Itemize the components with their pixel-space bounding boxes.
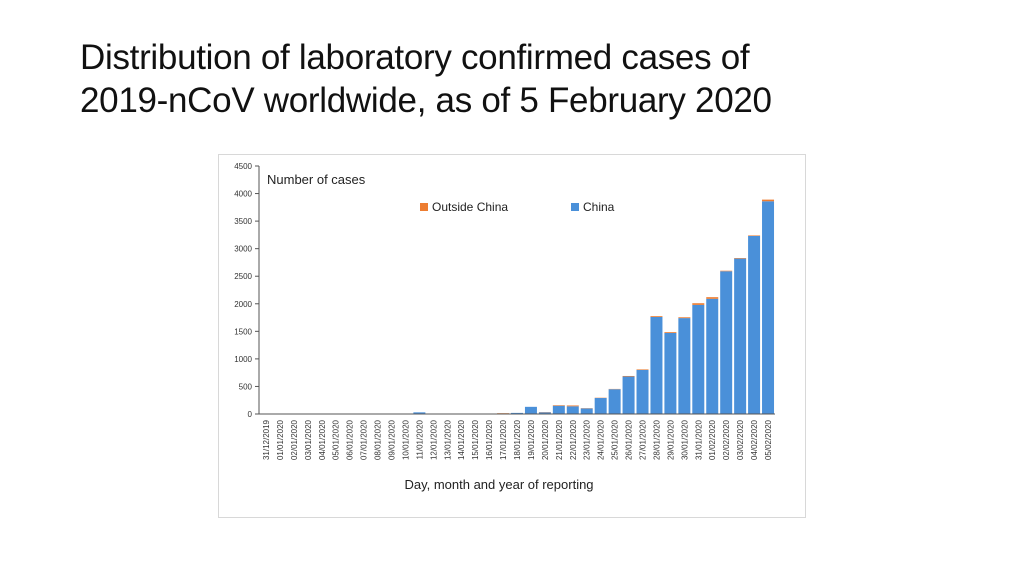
chart-frame: 0 500 1000 1500 2000 2500 3000 3500 4000 4500 31/… <box>218 154 806 518</box>
y-tick-label: 3000 <box>234 245 252 254</box>
bar-china <box>552 405 565 414</box>
y-axis-title: Number of cases <box>267 172 366 187</box>
x-tick-label: 28/01/2020 <box>652 419 661 460</box>
bar-china <box>511 412 523 414</box>
bar-china <box>678 318 691 414</box>
legend: Outside China China <box>420 200 615 214</box>
y-tick-label: 500 <box>239 382 253 391</box>
y-tick-label: 4500 <box>234 162 252 171</box>
x-tick-label: 03/02/2020 <box>736 419 745 460</box>
x-tick-label: 05/01/2020 <box>332 419 341 460</box>
x-tick-label: 11/01/2020 <box>415 419 424 459</box>
bar-china <box>566 406 579 414</box>
x-axis-title: Day, month and year of reporting <box>404 477 593 492</box>
bar-china <box>706 298 719 414</box>
bar-china <box>692 304 705 414</box>
x-tick-label: 31/01/2020 <box>694 419 703 460</box>
slide-title-line-2: 2019-nCoV worldwide, as of 5 February 20… <box>80 81 772 120</box>
y-tick-label: 1500 <box>234 327 252 336</box>
y-tick-label: 0 <box>248 410 253 419</box>
bar-chart: 0 500 1000 1500 2000 2500 3000 3500 4000 4500 31/… <box>234 162 775 492</box>
x-tick-label: 08/01/2020 <box>374 419 383 460</box>
legend-label: China <box>583 200 615 214</box>
y-axis-ticks: 0 500 1000 1500 2000 2500 3000 3500 4000 4500 <box>234 162 259 419</box>
bar-china <box>594 398 607 414</box>
bar-china <box>762 201 775 414</box>
bar-outside-china <box>622 375 635 377</box>
x-tick-label: 20/01/2020 <box>541 419 550 460</box>
x-tick-label: 04/02/2020 <box>750 419 759 460</box>
bar-china <box>538 412 551 414</box>
bar-china <box>524 406 537 414</box>
x-tick-label: 21/01/2020 <box>555 419 564 460</box>
x-tick-label: 05/02/2020 <box>764 419 773 460</box>
bar-outside-china <box>720 270 733 272</box>
x-tick-label: 16/01/2020 <box>485 419 494 460</box>
bar-outside-china <box>650 316 663 318</box>
bar-outside-china <box>636 369 649 370</box>
bar-outside-china <box>706 297 719 299</box>
x-tick-label: 25/01/2020 <box>611 419 620 460</box>
y-tick-label: 2000 <box>234 300 252 309</box>
legend-swatch <box>571 203 579 211</box>
x-tick-label: 02/02/2020 <box>722 419 731 460</box>
x-tick-label: 17/01/2020 <box>499 419 508 460</box>
x-tick-label: 19/01/2020 <box>527 419 536 460</box>
y-tick-label: 3500 <box>234 217 252 226</box>
x-tick-label: 29/01/2020 <box>666 419 675 460</box>
x-tick-label: 02/01/2020 <box>290 419 299 460</box>
slide-title-line-1: Distribution of laboratory confirmed cas… <box>80 38 750 77</box>
x-tick-label: 24/01/2020 <box>597 419 606 460</box>
bar-outside-china <box>552 405 565 406</box>
bar-outside-china <box>734 258 747 259</box>
x-tick-label: 26/01/2020 <box>625 419 634 460</box>
y-tick-label: 4000 <box>234 190 252 199</box>
x-tick-label: 18/01/2020 <box>513 419 522 460</box>
y-tick-label: 1000 <box>234 355 252 364</box>
bar-china <box>608 389 621 414</box>
y-tick-label: 2500 <box>234 272 252 281</box>
bar-china <box>720 271 733 414</box>
bar-china <box>664 332 677 414</box>
x-tick-label: 15/01/2020 <box>471 419 480 460</box>
bar-china <box>622 376 635 414</box>
bar-china <box>734 258 747 414</box>
x-tick-label: 22/01/2020 <box>569 419 578 460</box>
bar-china <box>413 412 426 414</box>
bar-outside-china <box>678 317 691 319</box>
bar-outside-china <box>762 199 775 202</box>
bar-outside-china <box>748 235 761 236</box>
x-tick-label: 23/01/2020 <box>583 419 592 460</box>
x-tick-label: 12/01/2020 <box>429 419 438 460</box>
x-tick-label: 01/01/2020 <box>276 419 285 460</box>
bar-outside-china <box>692 303 705 305</box>
bar-outside-china <box>566 405 579 407</box>
x-tick-label: 31/12/2019 <box>262 419 271 460</box>
x-tick-label: 30/01/2020 <box>680 419 689 460</box>
legend-label: Outside China <box>432 200 508 214</box>
x-tick-label: 07/01/2020 <box>360 419 369 460</box>
x-tick-label: 09/01/2020 <box>387 419 396 460</box>
bar-china <box>636 369 649 414</box>
bar-china <box>650 317 663 414</box>
x-tick-label: 01/02/2020 <box>708 419 717 460</box>
bar-outside-china <box>664 332 677 333</box>
bar-china <box>580 408 593 414</box>
slide-title: Distribution of laboratory confirmed cas… <box>80 36 980 122</box>
axes <box>258 166 775 415</box>
x-tick-label: 04/01/2020 <box>318 419 327 460</box>
x-tick-label: 27/01/2020 <box>639 419 648 460</box>
x-tick-labels: 31/12/2019 01/01/2020 02/01/2020 03/01/2020… <box>262 419 773 460</box>
x-tick-label: 14/01/2020 <box>457 419 466 460</box>
x-tick-label: 13/01/2020 <box>443 419 452 460</box>
bars <box>413 199 775 414</box>
bar-china <box>748 235 761 414</box>
x-tick-label: 06/01/2020 <box>346 419 355 460</box>
legend-swatch <box>420 203 428 211</box>
x-tick-label: 10/01/2020 <box>401 419 410 460</box>
x-tick-label: 03/01/2020 <box>304 419 313 460</box>
